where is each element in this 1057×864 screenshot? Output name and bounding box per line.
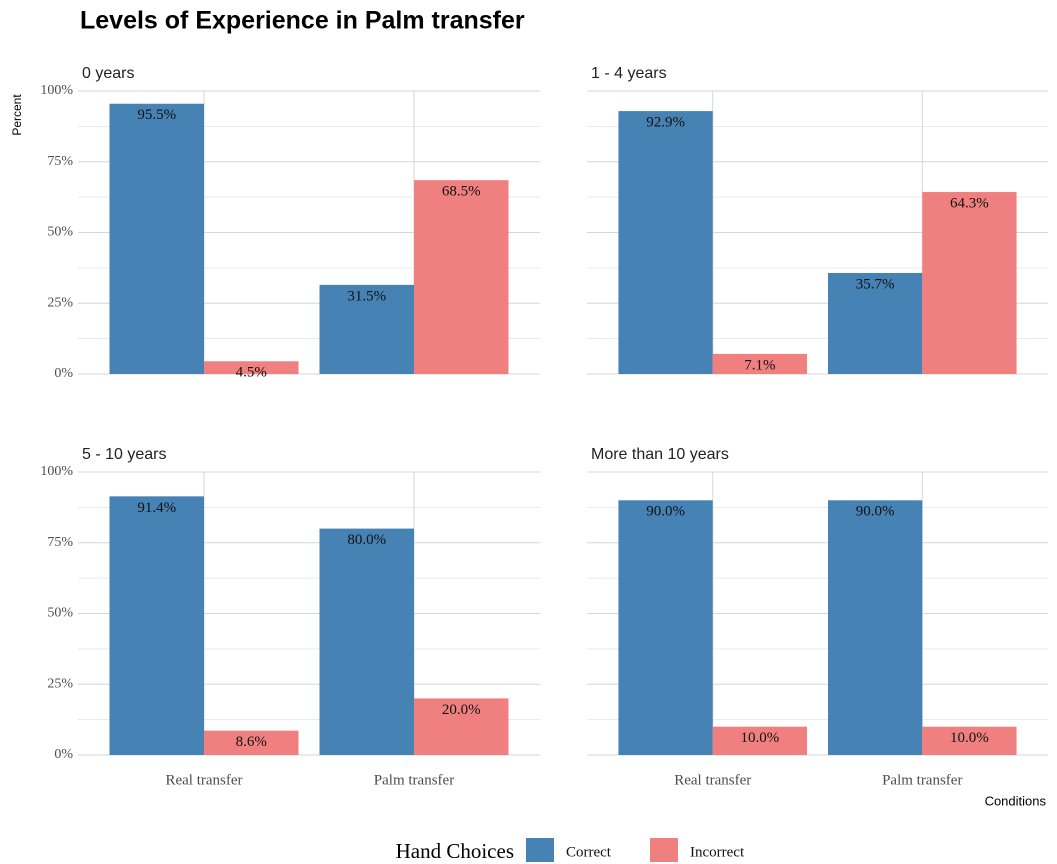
y-tick-label: 25% (47, 676, 73, 691)
bar (712, 353, 808, 374)
y-tick-label: 100% (40, 83, 73, 98)
y-tick-label: 50% (47, 606, 73, 621)
bar (618, 111, 713, 374)
bar (922, 726, 1017, 755)
y-tick-label: 75% (47, 154, 73, 169)
x-axis-label: Conditions (985, 793, 1047, 808)
bar (827, 272, 923, 374)
x-tick-label: Palm transfer (882, 772, 962, 788)
value-label: 80.0% (347, 532, 386, 548)
facet-title: 5 - 10 years (82, 446, 166, 463)
bar (204, 730, 299, 755)
y-tick-label: 25% (47, 295, 73, 310)
value-label: 20.0% (442, 702, 481, 718)
value-label: 35.7% (856, 276, 895, 292)
value-label: 31.5% (347, 288, 386, 304)
bar (618, 500, 713, 755)
y-tick-label: 0% (54, 366, 73, 381)
legend-label: Correct (566, 844, 612, 860)
bar (109, 496, 204, 755)
value-label: 91.4% (137, 500, 176, 516)
x-tick-label: Real transfer (165, 772, 242, 788)
y-tick-label: 50% (47, 225, 73, 240)
value-label: 90.0% (856, 504, 895, 520)
value-label: 95.5% (137, 107, 176, 123)
value-label: 10.0% (950, 730, 989, 746)
value-label: 4.5% (236, 365, 267, 381)
facet-title: More than 10 years (591, 446, 729, 463)
value-label: 68.5% (442, 184, 481, 200)
legend-title: Hand Choices (396, 839, 514, 863)
facet-title: 0 years (82, 65, 134, 82)
value-label: 7.1% (744, 357, 775, 373)
chart-title: Levels of Experience in Palm transfer (80, 7, 525, 35)
value-label: 64.3% (950, 195, 989, 211)
bar (414, 180, 509, 374)
bar (109, 103, 204, 375)
value-label: 90.0% (646, 504, 685, 520)
y-tick-label: 100% (40, 464, 73, 479)
legend-key (526, 838, 554, 862)
legend-key (649, 838, 678, 862)
legend-label: Incorrect (690, 844, 745, 860)
bar (204, 361, 299, 374)
y-tick-label: 75% (47, 535, 73, 550)
bar (712, 726, 808, 755)
y-axis-label: Percent (10, 94, 24, 136)
bar (827, 500, 923, 755)
value-label: 8.6% (236, 734, 267, 750)
facet-title: 1 - 4 years (591, 65, 667, 82)
x-tick-label: Palm transfer (374, 772, 454, 788)
bar (319, 284, 414, 374)
y-tick-label: 0% (54, 747, 73, 762)
bar (922, 192, 1017, 374)
value-label: 92.9% (646, 115, 685, 131)
bar (414, 698, 509, 755)
value-label: 10.0% (741, 730, 780, 746)
x-tick-label: Real transfer (674, 772, 751, 788)
bar (319, 528, 414, 755)
